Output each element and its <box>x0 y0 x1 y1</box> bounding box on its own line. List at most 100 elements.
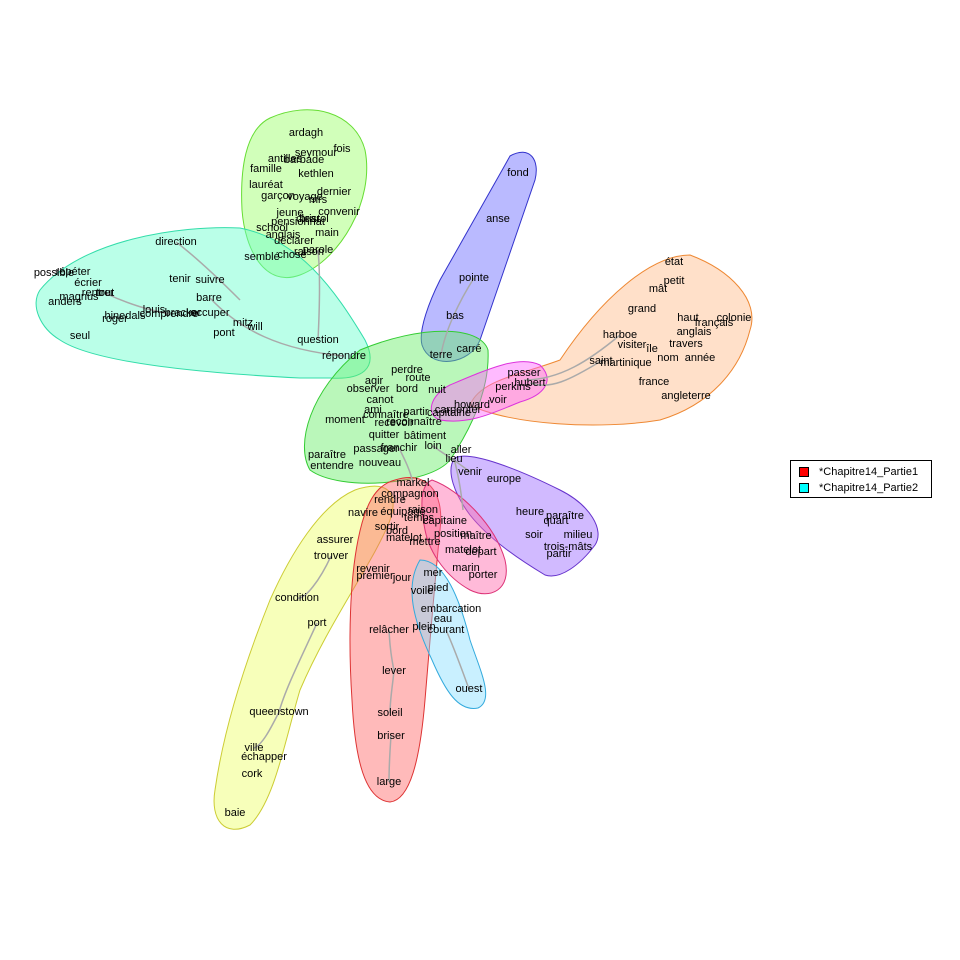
word-label: recevoir <box>374 417 413 429</box>
word-label: carpenter <box>435 404 482 416</box>
word-label: heure <box>516 506 544 518</box>
cluster-hull-lightblue-bottom <box>411 559 487 709</box>
word-label: semblé <box>244 251 279 263</box>
word-label: terre <box>430 349 453 361</box>
word-label: ouest <box>456 683 483 695</box>
word-label: paraître <box>546 510 584 522</box>
word-label: bord <box>386 525 408 537</box>
cluster-hull-cyan-left <box>35 227 371 379</box>
word-label: ami <box>364 404 382 416</box>
word-label: voyage <box>287 191 322 203</box>
edge-line <box>296 555 332 599</box>
word-label: ardagh <box>289 127 323 139</box>
cluster-hull-green-top <box>241 109 368 278</box>
word-label: famille <box>250 163 282 175</box>
word-label: raison <box>408 504 438 516</box>
edge-line <box>445 629 470 690</box>
word-label: pointe <box>459 272 489 284</box>
word-label: écrier <box>74 277 102 289</box>
edge-line <box>253 711 280 749</box>
word-label: partir <box>403 406 428 418</box>
word-label: carré <box>456 343 481 355</box>
cluster-hull-magenta-mid <box>430 361 548 422</box>
edge-line <box>388 629 395 672</box>
word-label: saint <box>589 355 612 367</box>
word-label: garçon <box>261 190 295 202</box>
edge-line <box>317 249 321 341</box>
word-label: échapper <box>241 751 287 763</box>
legend-label: *Chapitre14_Partie2 <box>819 482 919 494</box>
word-label: milieu <box>564 529 593 541</box>
edge-line <box>398 447 414 484</box>
word-label: reconnaître <box>386 416 442 428</box>
word-label: trouver <box>314 550 349 562</box>
word-label: déclarer <box>274 235 314 247</box>
word-label: port <box>308 617 327 629</box>
word-label: matelot <box>445 544 481 556</box>
word-label: harboe <box>603 329 637 341</box>
word-label: lever <box>382 665 406 677</box>
edge-line <box>432 445 471 473</box>
word-label: nouveau <box>359 457 401 469</box>
word-label: venir <box>458 466 482 478</box>
word-label: chose <box>277 249 306 261</box>
word-label: trois-mâts <box>544 541 593 553</box>
word-label: tout <box>96 287 114 299</box>
word-label: matelot <box>386 532 422 544</box>
word-label: parole <box>303 244 334 256</box>
word-label: large <box>377 776 401 788</box>
word-label: soleil <box>377 707 402 719</box>
word-label: passager <box>353 443 399 455</box>
word-label: assurer <box>317 534 354 546</box>
cluster-hull-green-center <box>303 330 489 484</box>
word-label: comprendre <box>140 308 199 320</box>
word-label: perdre <box>391 364 423 376</box>
word-label: partir <box>546 548 571 560</box>
word-label: canot <box>367 394 394 406</box>
word-label: bord <box>396 383 418 395</box>
cluster-hull-blue-top <box>420 151 537 362</box>
word-label: tenir <box>169 273 191 285</box>
word-label: français <box>695 317 734 329</box>
word-label: eau <box>434 613 452 625</box>
word-label: revenir <box>356 563 390 575</box>
word-label: raison <box>294 246 324 258</box>
legend: *Chapitre14_Partie1 *Chapitre14_Partie2 <box>790 460 932 498</box>
word-label: franchir <box>381 442 418 454</box>
word-label: capitaine <box>423 515 467 527</box>
word-label: main <box>315 227 339 239</box>
word-label: markel <box>396 477 429 489</box>
word-label: dernier <box>317 186 352 198</box>
word-label: soir <box>525 529 543 541</box>
word-label: anglais <box>677 326 712 338</box>
word-label: travers <box>669 338 703 350</box>
word-label: louis <box>143 304 166 316</box>
word-label: condition <box>275 592 319 604</box>
word-label: aller <box>451 444 472 456</box>
word-label: bas <box>446 310 464 322</box>
word-label: fond <box>507 167 528 179</box>
word-label: quart <box>543 515 568 527</box>
word-label: relâcher <box>369 624 409 636</box>
word-label: entendre <box>310 460 353 472</box>
word-label: bristol <box>299 213 328 225</box>
word-label: seul <box>70 330 90 342</box>
word-label: nom <box>657 352 678 364</box>
word-label: lauréat <box>249 179 283 191</box>
word-label: mettre <box>409 536 440 548</box>
word-label: état <box>665 256 683 268</box>
word-label: année <box>685 352 716 364</box>
edge-line <box>104 292 170 315</box>
word-label: mât <box>649 283 667 295</box>
word-label: baie <box>225 807 246 819</box>
word-label: embarcation <box>421 603 482 615</box>
word-label: perkins <box>495 381 531 393</box>
word-label: loin <box>424 440 441 452</box>
word-label: position <box>434 528 472 540</box>
word-label: seymour <box>295 147 338 159</box>
word-label: pont <box>213 327 234 339</box>
word-label: hubert <box>514 377 545 389</box>
word-label: jeune <box>276 207 304 219</box>
word-label: mer <box>424 567 443 579</box>
word-label: pied <box>428 582 449 594</box>
